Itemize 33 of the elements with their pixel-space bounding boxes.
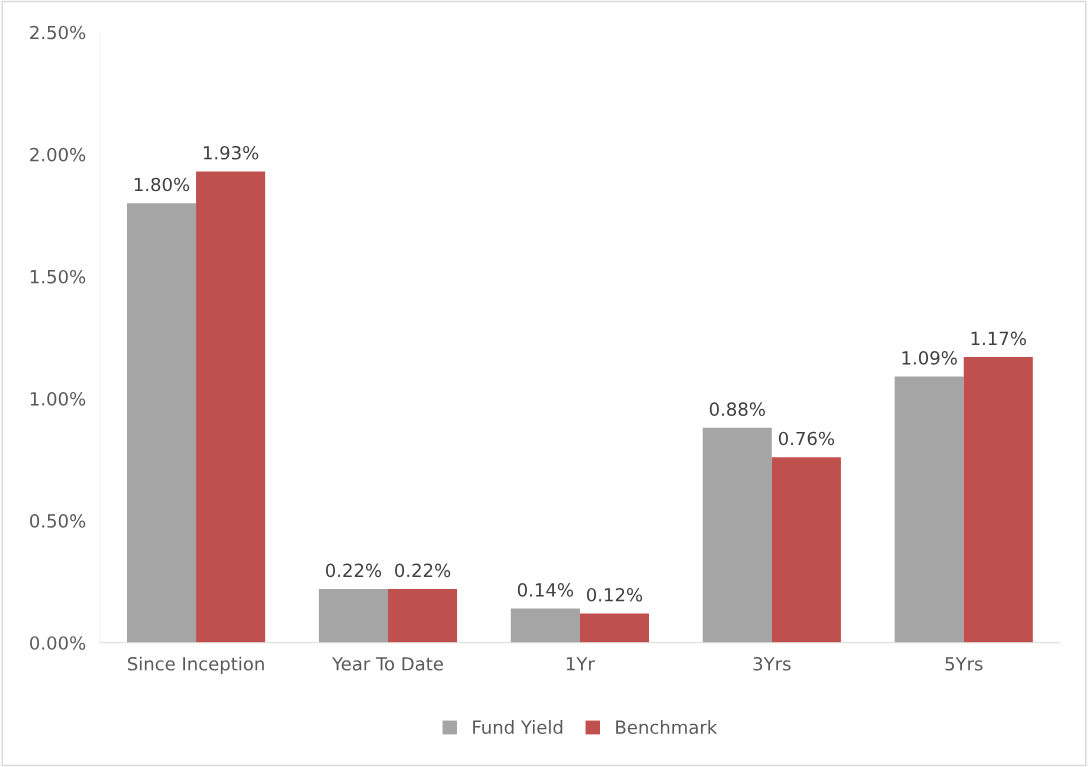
- legend-label: Fund Yield: [473, 720, 563, 735]
- bar: [126, 203, 197, 643]
- bar: [196, 171, 266, 643]
- bar: [963, 357, 1033, 643]
- data-label: 1.17%: [971, 331, 1026, 346]
- x-tick-label: 5Yrs: [945, 657, 983, 671]
- x-tick-label: Since Inception: [127, 656, 264, 675]
- data-label: 1.09%: [902, 351, 957, 365]
- data-label: 1.93%: [203, 145, 259, 160]
- x-tick-label: 3Yrs: [753, 656, 791, 671]
- bar: [510, 608, 580, 643]
- y-tick-label: 1.50%: [30, 269, 86, 284]
- data-label: 0.12%: [586, 587, 643, 602]
- data-label: 0.76%: [778, 431, 835, 446]
- y-tick-label: 1.00%: [30, 391, 86, 406]
- y-tick-label: 0.00%: [30, 636, 86, 650]
- x-tick-label: Year To Date: [332, 657, 443, 671]
- bar: [579, 613, 649, 643]
- data-label: 1.80%: [134, 177, 190, 192]
- data-label: 0.22%: [395, 563, 451, 578]
- y-tick-label: 0.50%: [30, 514, 86, 528]
- bar: [318, 589, 388, 643]
- data-label: 0.88%: [709, 402, 765, 417]
- bar: [771, 457, 841, 643]
- x-tick-label: 1Yr: [566, 657, 595, 671]
- bar: [894, 376, 964, 643]
- legend-label: Benchmark: [616, 720, 718, 735]
- y-tick-label: 2.00%: [30, 147, 86, 162]
- data-label: 0.14%: [517, 583, 574, 597]
- bar: [387, 589, 458, 643]
- data-label: 0.22%: [325, 563, 382, 578]
- bar: [702, 427, 772, 643]
- y-tick-label: 2.50%: [30, 25, 86, 40]
